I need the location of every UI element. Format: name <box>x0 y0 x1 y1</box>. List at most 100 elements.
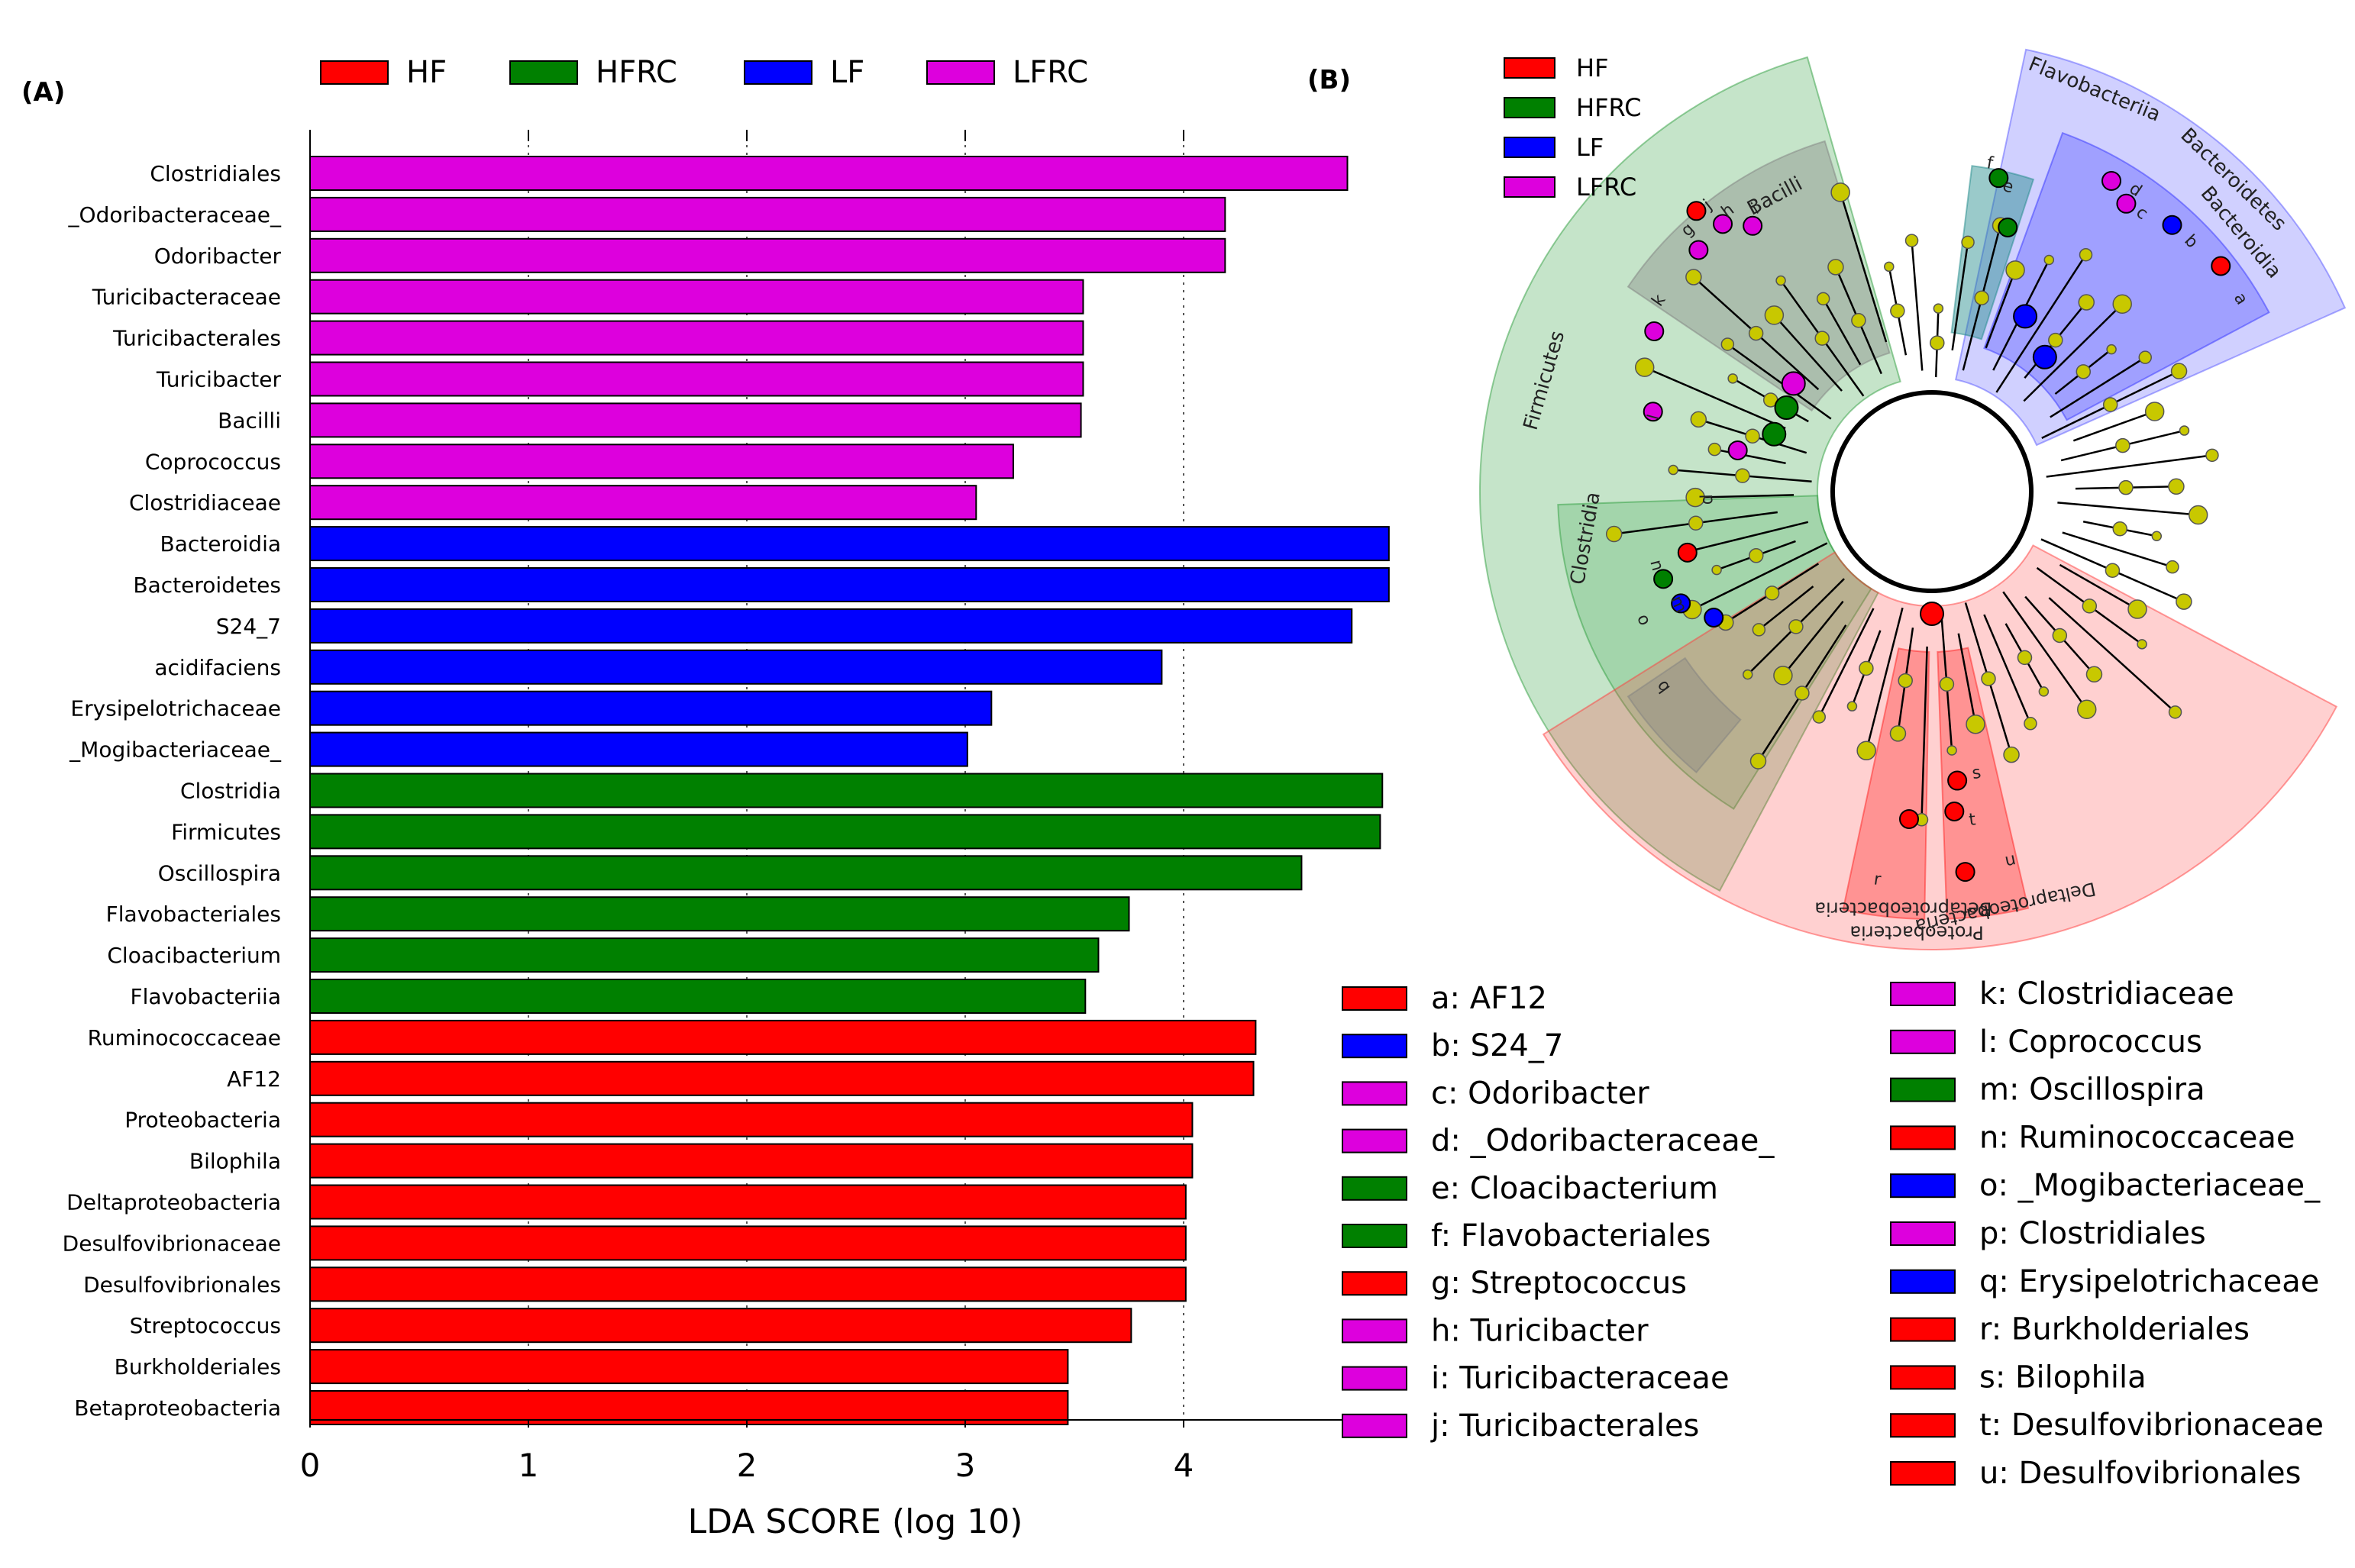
group-node-1 <box>1781 371 1806 396</box>
bar-label-bacilli: Bacilli <box>218 408 281 433</box>
key-label-t-desulfovibrionaceae: t: Desulfovibrionaceae <box>1979 1408 2324 1443</box>
branch-3 <box>1985 269 2017 349</box>
sector-label-betaproteobacteria: Betaproteobacteria <box>1814 899 1992 920</box>
key-label-u-desulfovibrionales: u: Desulfovibrionales <box>1979 1456 2301 1491</box>
key-swatch-b-s24-7 <box>1342 1034 1407 1059</box>
tip-node-33 <box>1812 710 1826 724</box>
clade-node-q <box>1704 608 1724 628</box>
bar-label-turicibacter: Turicibacter <box>156 367 282 392</box>
clade-node-a <box>2211 256 2231 276</box>
tip-node-21 <box>2168 705 2182 719</box>
bar-label-betaproteobacteria: Betaproteobacteria <box>74 1395 281 1421</box>
branch-57 <box>1911 240 1924 371</box>
key-label-a-af12: a: AF12 <box>1431 981 1547 1016</box>
branch-15 <box>2057 502 2198 516</box>
key-label-f-flavobacteriales: f: Flavobacteriales <box>1431 1218 1711 1253</box>
mid-node-28 <box>1939 676 1955 692</box>
clado-legend-label-hfrc: HFRC <box>1576 93 1641 122</box>
tip-node-18 <box>2176 593 2192 610</box>
mid-node-50 <box>1748 325 1764 341</box>
clado-legend-label-hf: HF <box>1576 53 1608 82</box>
tip-node-46 <box>1690 411 1707 428</box>
tip-node-32 <box>1846 701 1858 711</box>
bar-odoribacter <box>309 237 1226 273</box>
clade-node-k <box>1644 321 1665 341</box>
mid-node-30 <box>1898 673 1913 689</box>
sector-clostridiales-shade <box>1627 657 1742 774</box>
bar-af12 <box>309 1060 1255 1096</box>
key-label-i-turicibacteraceae: i: Turicibacteraceae <box>1431 1361 1730 1396</box>
branch-1 <box>1951 242 1969 351</box>
cladogram-legend: HF HFRC LF LFRC <box>1504 53 1641 202</box>
tip-node-36 <box>1742 669 1753 680</box>
key-label-l-coprococcus: l: Coprococcus <box>1979 1024 2202 1060</box>
tip-node-9 <box>2138 350 2152 364</box>
key-swatch-d-odoribacteraceae <box>1342 1128 1407 1153</box>
clade-node-m <box>1653 569 1674 589</box>
tip-node-53 <box>1816 292 1830 306</box>
clade-node-n <box>1677 542 1698 563</box>
bar-odoribacteraceae <box>309 196 1226 232</box>
tip-node-11 <box>2144 402 2165 421</box>
key-swatch-s-bilophila <box>1890 1365 1956 1390</box>
bar-bacteroidia <box>309 526 1390 562</box>
tip-node-15 <box>2188 505 2208 525</box>
bar-clostridia <box>309 773 1384 808</box>
tip-node-34 <box>1749 753 1767 769</box>
cladogram-key: a: AF12 b: S24_7 c: Odoribacter d: _Odoriba… <box>1342 976 2324 1491</box>
tip-node-22 <box>2085 666 2103 683</box>
clade-node-i <box>1743 215 1763 236</box>
mid-node-36 <box>1788 619 1804 634</box>
legend-label-hf: HF <box>406 55 447 90</box>
x-tick-label-0: 0 <box>300 1447 321 1484</box>
tip-node-14 <box>2168 478 2185 495</box>
tip-node-54 <box>1827 259 1844 276</box>
bar-label-bacteroidia: Bacteroidia <box>160 531 281 557</box>
legend-swatch-lf <box>744 60 812 85</box>
tip-node-43 <box>1685 487 1705 508</box>
bar-s24-7 <box>309 608 1353 644</box>
legend-label-lfrc: LFRC <box>1013 55 1088 90</box>
mid-node-26 <box>1981 671 1996 686</box>
mid-node-10 <box>2102 397 2118 412</box>
bar-desulfovibrionaceae <box>309 1225 1187 1261</box>
key-swatch-h-turicibacter <box>1342 1318 1407 1344</box>
mid-node-40 <box>1749 548 1764 563</box>
tip-node-45 <box>1707 442 1722 457</box>
bar-burkholderiales <box>309 1349 1069 1385</box>
tip-node-56 <box>1884 261 1895 273</box>
tip-node-25 <box>2024 717 2037 731</box>
key-label-p-clostridiales: p: Clostridiales <box>1979 1216 2206 1251</box>
bar-label-proteobacteria: Proteobacteria <box>124 1108 281 1133</box>
key-swatch-r-burkholderiales <box>1890 1317 1956 1342</box>
bar-label-odoribacteraceae: _Odoribacteraceae_ <box>68 202 282 227</box>
legend-swatch-hf <box>320 60 389 85</box>
branch-7 <box>2023 303 2124 402</box>
branch-37 <box>1758 586 1814 631</box>
inner-ring <box>1830 390 2034 593</box>
tip-node-17 <box>2166 560 2179 574</box>
bar-flavobacteriia <box>309 979 1087 1014</box>
mid-node-46 <box>1745 428 1760 444</box>
mid-node-56 <box>1890 303 1905 319</box>
key-swatch-i-turicibacteraceae <box>1342 1366 1407 1391</box>
branch-13 <box>2046 454 2213 478</box>
clade-node-b <box>2162 215 2182 235</box>
key-swatch-f-flavobacteriales <box>1342 1224 1407 1248</box>
branch-19 <box>2059 563 2138 611</box>
key-swatch-e-cloacibacterium <box>1342 1176 1407 1201</box>
tip-node-30 <box>1889 725 1907 742</box>
tip-node-4 <box>2043 254 2055 266</box>
key-label-n-ruminococcaceae: n: Ruminococcaceae <box>1979 1120 2295 1155</box>
sector-letter-u: u <box>2003 850 2017 870</box>
clade-node-p <box>1727 440 1748 460</box>
bar-label-deltaproteobacteria: Deltaproteobacteria <box>66 1190 281 1215</box>
clade-node-d <box>2101 170 2121 191</box>
x-tick-label-1: 1 <box>518 1447 539 1484</box>
tip-node-27 <box>1966 714 1985 734</box>
key-swatch-q-erysipelotrichaceae <box>1890 1269 1956 1294</box>
mid-node-20 <box>2082 598 2098 614</box>
bar-bacteroidetes <box>309 567 1390 602</box>
bar-flavobacteriales <box>309 896 1130 932</box>
key-swatch-m-oscillospira <box>1890 1077 1956 1102</box>
